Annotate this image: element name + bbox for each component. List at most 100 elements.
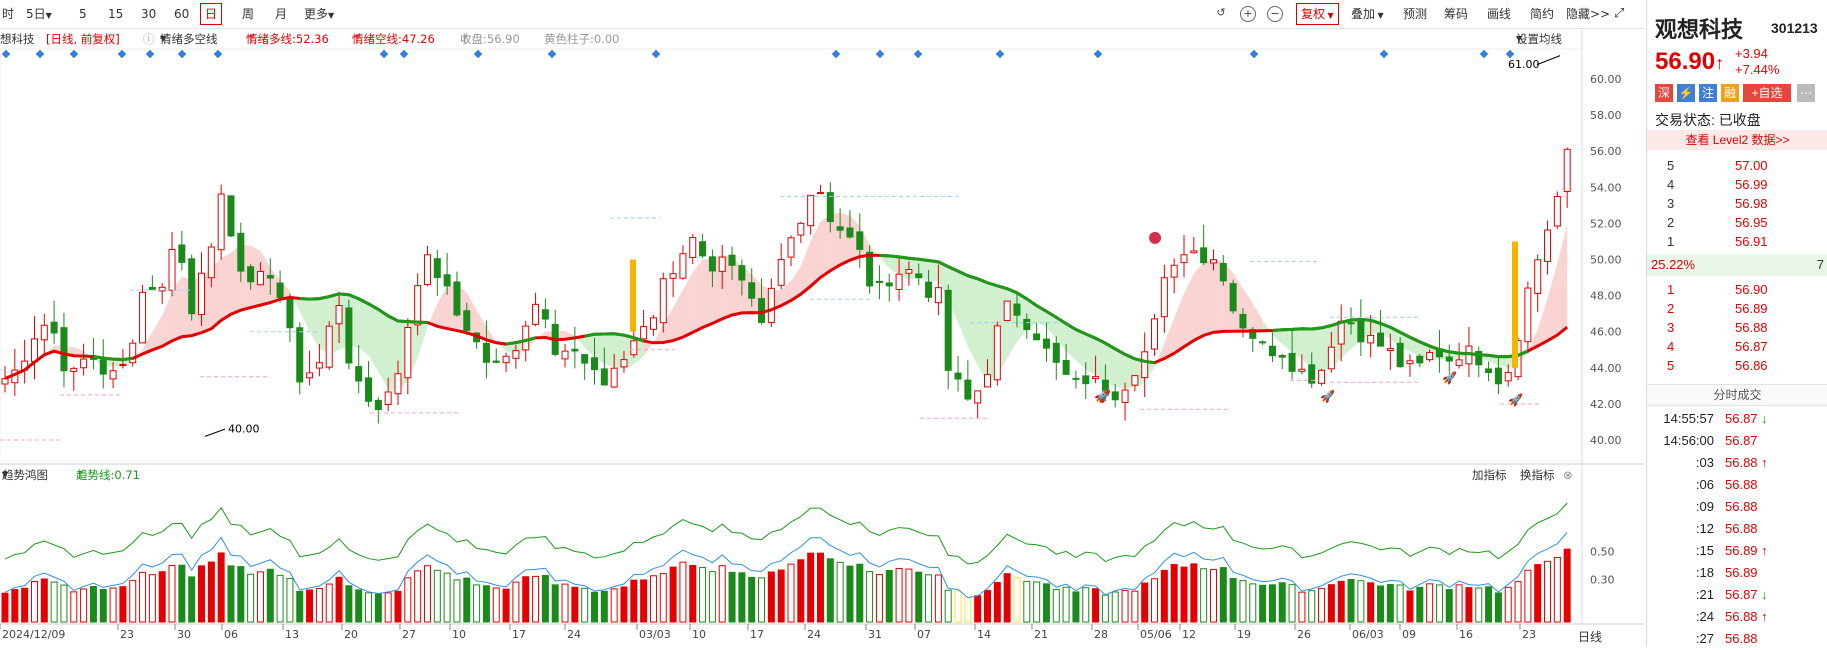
undo-icon[interactable]: ↺: [1216, 6, 1226, 19]
period-5day[interactable]: 5日▼: [26, 7, 52, 21]
bid-row: 1 56.90: [1647, 280, 1827, 299]
signal-diamond: [1379, 49, 1389, 59]
candle-body: [1042, 338, 1050, 349]
add-watchlist-button[interactable]: +自选: [1743, 84, 1791, 102]
forecast-button[interactable]: 预测: [1403, 7, 1428, 21]
lightning-icon[interactable]: ⚡: [1677, 84, 1695, 102]
candle-body: [826, 192, 834, 223]
candle-body: [659, 278, 667, 324]
trend-bar: [40, 578, 48, 623]
date-tick-label: 05/06: [1140, 628, 1172, 641]
candle-body: [178, 244, 186, 263]
ma-band-fill: [712, 255, 723, 324]
price-axis-label: 40.00: [1590, 434, 1622, 447]
draw-line-button[interactable]: 画线: [1487, 7, 1512, 21]
trend-bar: [266, 568, 274, 623]
fullscreen-icon[interactable]: ⤢: [1614, 6, 1625, 21]
period-day[interactable]: 日: [200, 3, 223, 25]
trend-bar: [1308, 590, 1316, 623]
trend-bar: [1003, 573, 1011, 623]
period-5min[interactable]: 5: [79, 7, 87, 21]
date-tick-label: 27: [402, 628, 416, 641]
swap-indicator-button[interactable]: 换指标: [1520, 468, 1555, 482]
overlay-button[interactable]: 叠加 ▼: [1351, 7, 1384, 21]
trend-bar: [541, 575, 549, 623]
bid-row: 5 56.86: [1647, 356, 1827, 375]
help-icon[interactable]: ⓘ: [143, 32, 155, 46]
ma-band-fill: [643, 340, 654, 357]
period-week[interactable]: 周: [242, 7, 255, 21]
trend-bar: [1367, 582, 1375, 623]
trend-bar: [1288, 584, 1296, 623]
trend-bar: [129, 579, 137, 623]
simple-mode-button[interactable]: 简约: [1530, 7, 1555, 21]
more-icon[interactable]: ⋯: [1797, 84, 1815, 102]
candle-body: [198, 272, 205, 316]
trend-bar: [1386, 584, 1394, 623]
trend-bar: [649, 575, 657, 623]
kline-chart-svg[interactable]: 60.00 58.00 56.00 54.00 52.00 50.00 48.00 46.00…: [0, 0, 1644, 646]
candle-body: [1416, 355, 1424, 364]
ma-band-fill: [673, 290, 683, 341]
restore-rights-button[interactable]: 复权 ▼: [1296, 3, 1339, 25]
candle-body: [335, 305, 343, 325]
candle-body: [610, 367, 618, 388]
trend-bar: [1337, 580, 1345, 623]
candle-body: [846, 227, 854, 238]
trend-bar: [276, 574, 284, 623]
ma-band-fill: [702, 258, 713, 328]
registered-badge[interactable]: 注: [1699, 84, 1717, 102]
period-month[interactable]: 月: [275, 7, 288, 21]
period-30min[interactable]: 30: [141, 7, 157, 21]
tick-price: 56.88: [1725, 521, 1758, 536]
trend-bar: [728, 571, 736, 623]
trend-bar: [1229, 577, 1237, 623]
date-tick-label: 09: [1402, 628, 1416, 641]
chips-button[interactable]: 筹码: [1444, 7, 1469, 21]
trend-bar: [522, 576, 530, 623]
level2-link[interactable]: 查看 Level2 数据>>: [1647, 130, 1827, 150]
trend-bar: [866, 571, 874, 623]
zoom-out-icon[interactable]: −: [1267, 6, 1283, 22]
chevron-down-icon: ▼: [1325, 11, 1334, 20]
candle-body: [836, 226, 844, 231]
candle-body: [1052, 342, 1060, 363]
ma-band-fill: [1488, 355, 1499, 366]
period-time[interactable]: 时: [2, 7, 15, 21]
low-annotation: 40.00: [228, 423, 260, 436]
period-15min[interactable]: 15: [108, 7, 124, 21]
period-60min[interactable]: 60: [174, 7, 190, 21]
candle-body: [217, 193, 225, 251]
trend-bar: [492, 587, 500, 623]
trend-bar: [1514, 581, 1522, 623]
trend-bar: [394, 590, 402, 623]
candle-body: [777, 259, 785, 286]
margin-badge[interactable]: 融: [1721, 84, 1739, 102]
candle-body: [708, 256, 716, 272]
rocket-icon: 🚀: [1508, 393, 1523, 407]
bid-price: 56.90: [1735, 282, 1768, 297]
candle-body: [1151, 318, 1159, 350]
shenzhen-badge[interactable]: 深: [1655, 84, 1673, 102]
candle-body: [699, 241, 707, 257]
trend-bar: [1180, 566, 1188, 623]
trend-bar: [600, 590, 608, 623]
signal-diamond: [473, 49, 483, 59]
trend-bar: [1416, 586, 1424, 623]
hide-panel-button[interactable]: 隐藏>>: [1566, 7, 1611, 21]
add-indicator-button[interactable]: 加指标: [1472, 468, 1507, 482]
bid-level: 2: [1667, 301, 1675, 316]
more-periods-button[interactable]: 更多▼: [304, 7, 335, 21]
candle-body: [1023, 318, 1031, 331]
up-arrow-icon: ↑: [460, 32, 470, 46]
close-icon[interactable]: ⊗: [1563, 468, 1573, 482]
tick-time: :03: [1695, 455, 1714, 470]
candle-body: [404, 327, 412, 379]
annotation-line: [1536, 55, 1561, 66]
candle-body: [394, 373, 402, 395]
trend-bar: [1151, 578, 1159, 623]
date-tick-label: 10: [452, 628, 466, 641]
trend-bar: [787, 563, 795, 623]
zoom-in-icon[interactable]: +: [1240, 6, 1256, 22]
candle-body: [1377, 332, 1384, 347]
